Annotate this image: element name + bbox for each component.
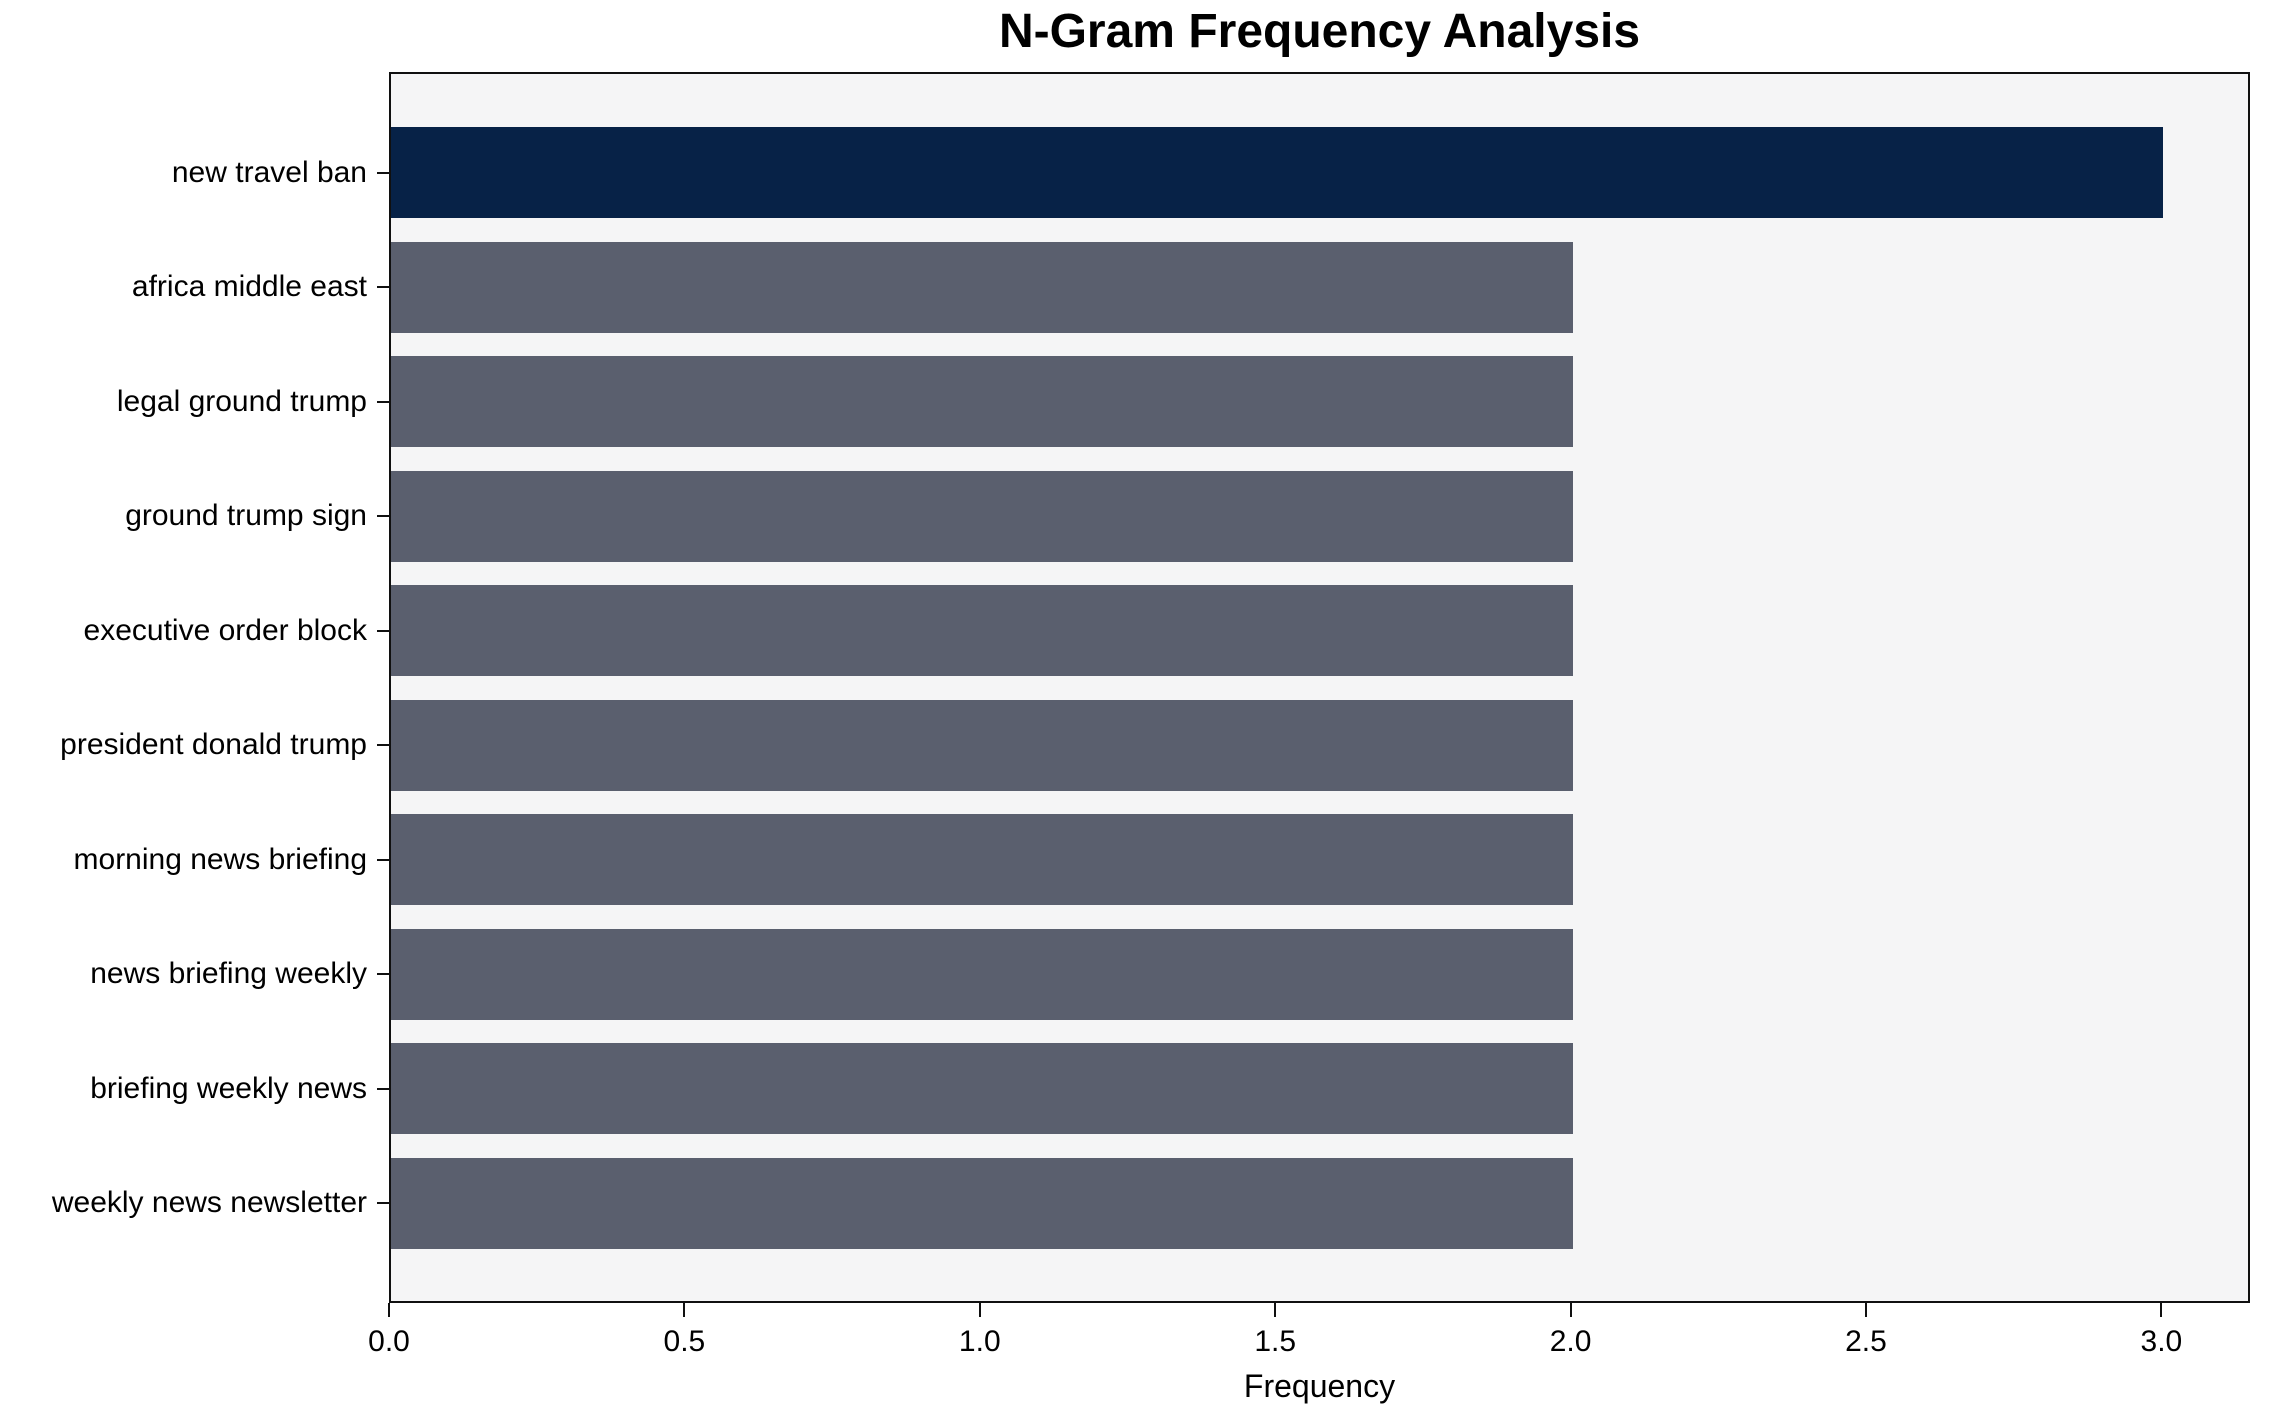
x-tick-mark (1569, 1303, 1572, 1317)
bar (391, 1043, 1573, 1134)
y-tick-mark (377, 1087, 389, 1090)
y-tick-label: weekly news newsletter (51, 1186, 367, 1219)
y-tick-label: briefing weekly news (90, 1071, 367, 1105)
y-tick-mark (377, 629, 389, 632)
y-tick-label: executive order block (83, 613, 367, 647)
y-tick-label: news briefing weekly (90, 957, 367, 990)
y-tick-mark (377, 171, 389, 174)
y-tick-label: president donald trump (60, 728, 367, 761)
y-tick-label: africa middle east (131, 270, 367, 303)
x-tick-label: 1.5 (1254, 1325, 1297, 1358)
bar (391, 470, 1573, 562)
y-tick-mark (377, 973, 389, 975)
x-tick-mark (1274, 1303, 1277, 1317)
x-tick-label: 2.0 (1549, 1325, 1592, 1358)
y-tick-label: ground trump sign (125, 499, 367, 532)
plot-area (389, 72, 2250, 1303)
x-tick-mark (2160, 1303, 2163, 1317)
bar (391, 928, 1573, 1020)
x-tick-mark (683, 1303, 686, 1317)
bar (391, 585, 1573, 676)
y-tick-label: morning news briefing (73, 842, 367, 876)
bar (391, 814, 1573, 905)
x-tick-mark (978, 1303, 981, 1317)
bar (391, 356, 1573, 447)
x-tick-label: 1.0 (958, 1325, 1001, 1358)
x-axis-label: Frequency (1243, 1368, 1396, 1404)
x-tick-label: 0.5 (663, 1325, 706, 1358)
y-tick-mark (377, 1202, 389, 1204)
chart-title: N-Gram Frequency Analysis (998, 5, 1641, 58)
x-tick-mark (1864, 1303, 1867, 1317)
x-tick-label: 3.0 (2140, 1325, 2183, 1358)
y-tick-mark (377, 858, 389, 861)
y-tick-label: legal ground trump (116, 384, 367, 418)
x-tick-mark (388, 1303, 390, 1317)
bar (391, 241, 1573, 333)
x-tick-label: 2.5 (1845, 1325, 1887, 1358)
bar (391, 1157, 1573, 1249)
y-tick-mark (377, 744, 389, 746)
bar (391, 127, 2164, 218)
x-tick-label: 0.0 (368, 1325, 410, 1358)
bar (391, 699, 1573, 791)
y-tick-mark (377, 286, 389, 288)
y-tick-mark (377, 515, 389, 517)
y-tick-mark (377, 400, 389, 403)
y-tick-label: new travel ban (171, 155, 367, 189)
